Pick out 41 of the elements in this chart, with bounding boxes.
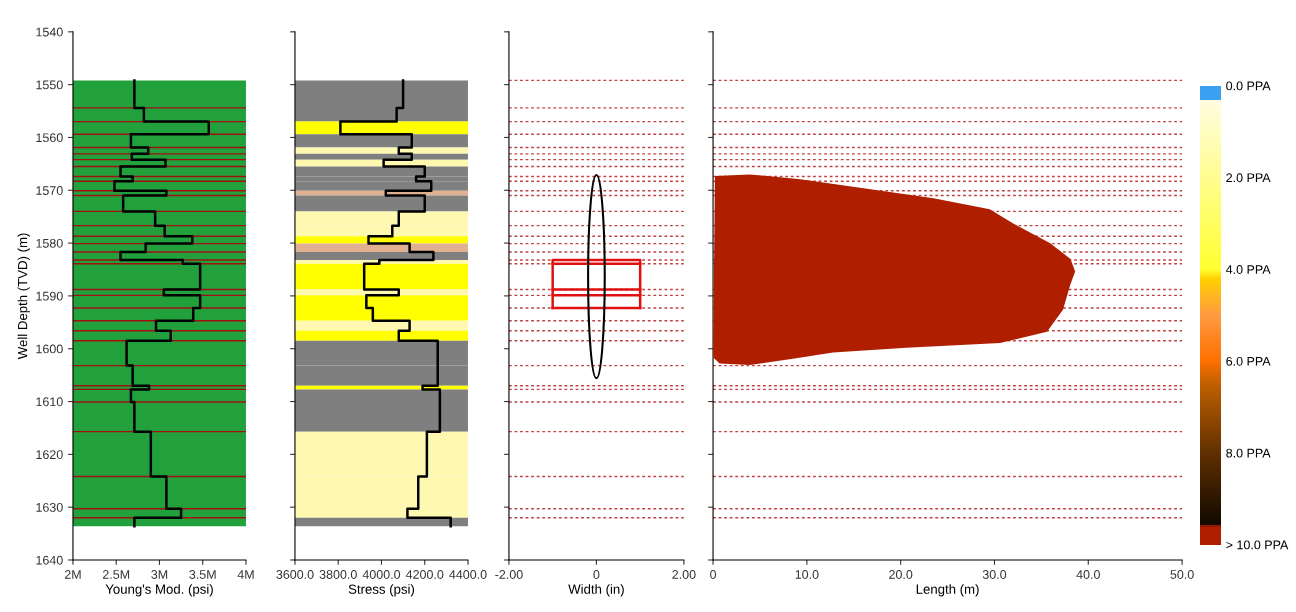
x-tick-label: 10.0 — [795, 570, 819, 579]
y-tick-label: 1630 — [36, 502, 63, 512]
x-tick-label: 4000.0 — [362, 570, 401, 579]
x-axis-title: Stress (psi) — [348, 584, 415, 597]
x-tick-label: -2.00 — [495, 570, 523, 579]
y-tick-label: 1560 — [36, 133, 63, 143]
x-tick-label: 50.0 — [1170, 570, 1194, 579]
x-axis-title: Length (m) — [916, 584, 979, 597]
y-axis-title: Well Depth (TVD) (m) — [17, 233, 30, 360]
y-tick-label: 1540 — [36, 27, 63, 37]
x-tick-label: 30.0 — [982, 570, 1007, 579]
y-tick-label: 1640 — [36, 555, 63, 565]
x-tick-label: 3M — [151, 570, 168, 579]
color-bar-label: 2.0 PPA — [1226, 173, 1271, 183]
x-tick-label: 0 — [593, 570, 600, 579]
x-tick-label: 3600.0 — [276, 570, 314, 579]
color-bar-label: 8.0 PPA — [1226, 448, 1271, 458]
color-bar-label: 4.0 PPA — [1225, 265, 1271, 274]
x-tick-label: 2M — [64, 570, 81, 579]
x-tick-label: 2.5M — [102, 570, 130, 579]
x-tick-label: 4200.0 — [405, 570, 444, 579]
x-tick-label: 3800.0 — [319, 570, 357, 579]
x-tick-label: 0 — [710, 570, 717, 579]
x-tick-label: 20.0 — [889, 570, 913, 579]
y-tick-label: 1570 — [36, 186, 63, 195]
x-tick-label: 2.00 — [672, 570, 696, 579]
y-tick-label: 1590 — [36, 291, 63, 301]
x-tick-label: 40.0 — [1076, 570, 1100, 579]
x-axis-title: Young's Mod. (psi) — [105, 584, 213, 597]
x-tick-label: 3.5M — [189, 570, 216, 579]
color-bar-label: 0.0 PPA — [1226, 81, 1271, 91]
color-bar-label: 6.0 PPA — [1226, 356, 1271, 366]
color-bar-label: > 10.0 PPA — [1226, 540, 1289, 550]
x-tick-label: 4M — [237, 570, 254, 579]
x-axis-title: Width (in) — [568, 584, 624, 597]
y-tick-label: 1610 — [36, 397, 63, 407]
y-tick-label: 1580 — [36, 238, 63, 248]
y-tick-label: 1620 — [36, 450, 63, 459]
y-tick-label: 1550 — [36, 80, 63, 90]
x-tick-label: 4400.0 — [449, 570, 487, 579]
y-tick-label: 1600 — [36, 344, 63, 354]
